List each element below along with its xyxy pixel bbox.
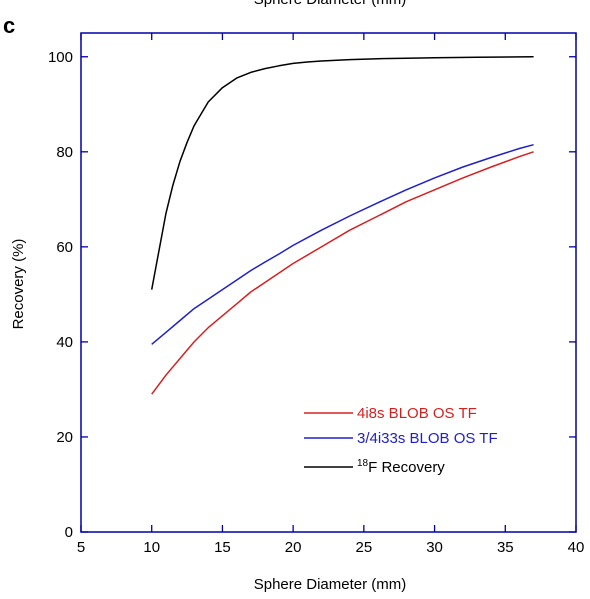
x-tick-label: 35 bbox=[497, 539, 514, 556]
y-tick-label: 40 bbox=[56, 334, 73, 351]
panel-label: c bbox=[3, 13, 15, 38]
y-tick-label: 80 bbox=[56, 144, 73, 161]
legend-label: 3/4i33s BLOB OS TF bbox=[357, 430, 498, 447]
plot-frame bbox=[80, 32, 577, 533]
x-tick-label: 5 bbox=[77, 539, 85, 556]
x-axis-ticks: 5 10 15 20 25 30 35 40 bbox=[77, 33, 585, 556]
legend: 4i8s BLOB OS TF 3/4i33s BLOB OS TF 18F Rec… bbox=[304, 405, 498, 476]
y-tick-label: 0 bbox=[65, 524, 73, 541]
series-line-3 bbox=[150, 56, 534, 290]
legend-label: 18F Recovery bbox=[357, 458, 445, 476]
x-tick-label: 15 bbox=[214, 539, 231, 556]
series-lines bbox=[150, 56, 534, 395]
y-tick-label: 100 bbox=[48, 49, 73, 66]
x-axis-label: Sphere Diameter (mm) bbox=[254, 576, 407, 593]
y-tick-label: 60 bbox=[56, 239, 73, 256]
x-tick-label: 40 bbox=[568, 539, 585, 556]
series-line-1 bbox=[151, 151, 534, 395]
x-tick-label: 30 bbox=[426, 539, 443, 556]
x-tick-label: 25 bbox=[356, 539, 373, 556]
legend-label: 4i8s BLOB OS TF bbox=[357, 405, 477, 422]
clipped-top-text: Sphere Diameter (mm) bbox=[254, 0, 407, 8]
y-axis-label: Recovery (%) bbox=[10, 239, 27, 330]
plot-border bbox=[80, 32, 577, 533]
x-tick-label: 20 bbox=[285, 539, 302, 556]
y-tick-label: 20 bbox=[56, 429, 73, 446]
x-tick-label: 10 bbox=[143, 539, 160, 556]
y-axis-ticks: 0 20 40 60 80 100 bbox=[48, 49, 576, 541]
series-line-2 bbox=[151, 143, 534, 345]
